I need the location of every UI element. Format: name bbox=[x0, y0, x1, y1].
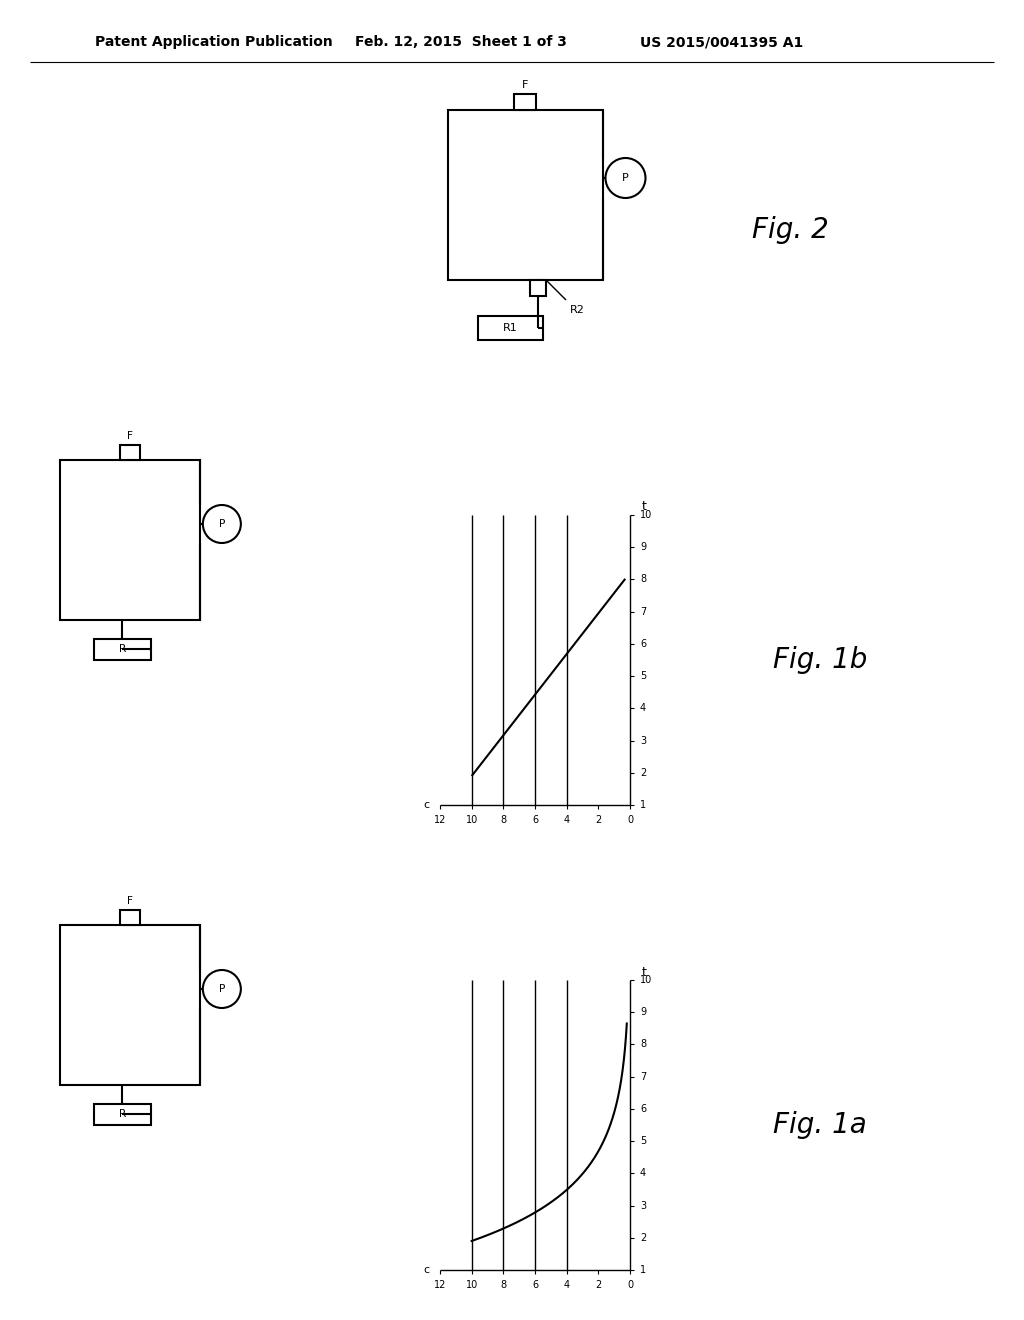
Text: 8: 8 bbox=[640, 574, 646, 585]
Text: 6: 6 bbox=[640, 639, 646, 649]
Circle shape bbox=[203, 506, 241, 543]
Text: 6: 6 bbox=[531, 1280, 538, 1290]
Bar bbox=[120, 909, 140, 925]
Text: P: P bbox=[219, 983, 225, 994]
Text: 8: 8 bbox=[640, 1039, 646, 1049]
Text: 2: 2 bbox=[595, 814, 601, 825]
Text: 3: 3 bbox=[640, 1201, 646, 1210]
Text: 6: 6 bbox=[640, 1104, 646, 1114]
Text: 10: 10 bbox=[466, 1280, 478, 1290]
Text: Feb. 12, 2015  Sheet 1 of 3: Feb. 12, 2015 Sheet 1 of 3 bbox=[355, 36, 567, 49]
Text: 0: 0 bbox=[627, 814, 633, 825]
Bar bbox=[94, 639, 151, 660]
Bar bbox=[120, 445, 140, 459]
Text: 4: 4 bbox=[563, 1280, 569, 1290]
Bar bbox=[94, 1104, 151, 1125]
Text: 9: 9 bbox=[640, 1007, 646, 1018]
Text: 10: 10 bbox=[640, 975, 652, 985]
Text: 1: 1 bbox=[640, 800, 646, 810]
Text: US 2015/0041395 A1: US 2015/0041395 A1 bbox=[640, 36, 803, 49]
Text: 4: 4 bbox=[563, 814, 569, 825]
Text: c: c bbox=[424, 1265, 430, 1275]
Text: 3: 3 bbox=[640, 735, 646, 746]
Text: 5: 5 bbox=[640, 1137, 646, 1146]
Text: 4: 4 bbox=[640, 704, 646, 713]
Text: 9: 9 bbox=[640, 543, 646, 552]
Text: 2: 2 bbox=[595, 1280, 601, 1290]
Text: P: P bbox=[623, 173, 629, 183]
Bar bbox=[514, 94, 536, 110]
Text: R: R bbox=[119, 644, 126, 655]
Text: 10: 10 bbox=[640, 510, 652, 520]
Circle shape bbox=[203, 970, 241, 1008]
Text: Fig. 2: Fig. 2 bbox=[752, 216, 828, 244]
Text: 10: 10 bbox=[466, 814, 478, 825]
Text: 2: 2 bbox=[640, 768, 646, 777]
Text: 1: 1 bbox=[640, 1265, 646, 1275]
Text: R1: R1 bbox=[503, 323, 517, 333]
Text: 7: 7 bbox=[640, 1072, 646, 1081]
Text: R: R bbox=[119, 1109, 126, 1119]
Text: P: P bbox=[219, 519, 225, 529]
Bar bbox=[530, 280, 546, 296]
Text: t: t bbox=[642, 965, 646, 978]
Text: Fig. 1b: Fig. 1b bbox=[773, 645, 867, 675]
Text: 5: 5 bbox=[640, 671, 646, 681]
Text: F: F bbox=[127, 896, 133, 907]
Text: 4: 4 bbox=[640, 1168, 646, 1179]
Text: R2: R2 bbox=[570, 305, 585, 315]
Bar bbox=[447, 110, 602, 280]
Text: 8: 8 bbox=[501, 814, 507, 825]
Text: t: t bbox=[642, 500, 646, 513]
Bar bbox=[60, 925, 200, 1085]
Text: Fig. 1a: Fig. 1a bbox=[773, 1111, 867, 1139]
Text: F: F bbox=[522, 81, 528, 90]
Text: 12: 12 bbox=[434, 1280, 446, 1290]
Text: c: c bbox=[424, 800, 430, 810]
Text: 12: 12 bbox=[434, 814, 446, 825]
Text: 6: 6 bbox=[531, 814, 538, 825]
Text: 8: 8 bbox=[501, 1280, 507, 1290]
Circle shape bbox=[605, 158, 645, 198]
Text: 0: 0 bbox=[627, 1280, 633, 1290]
Text: Patent Application Publication: Patent Application Publication bbox=[95, 36, 333, 49]
Text: F: F bbox=[127, 432, 133, 441]
Text: 2: 2 bbox=[640, 1233, 646, 1242]
Bar bbox=[60, 459, 200, 620]
Bar bbox=[477, 315, 543, 341]
Text: 7: 7 bbox=[640, 607, 646, 616]
